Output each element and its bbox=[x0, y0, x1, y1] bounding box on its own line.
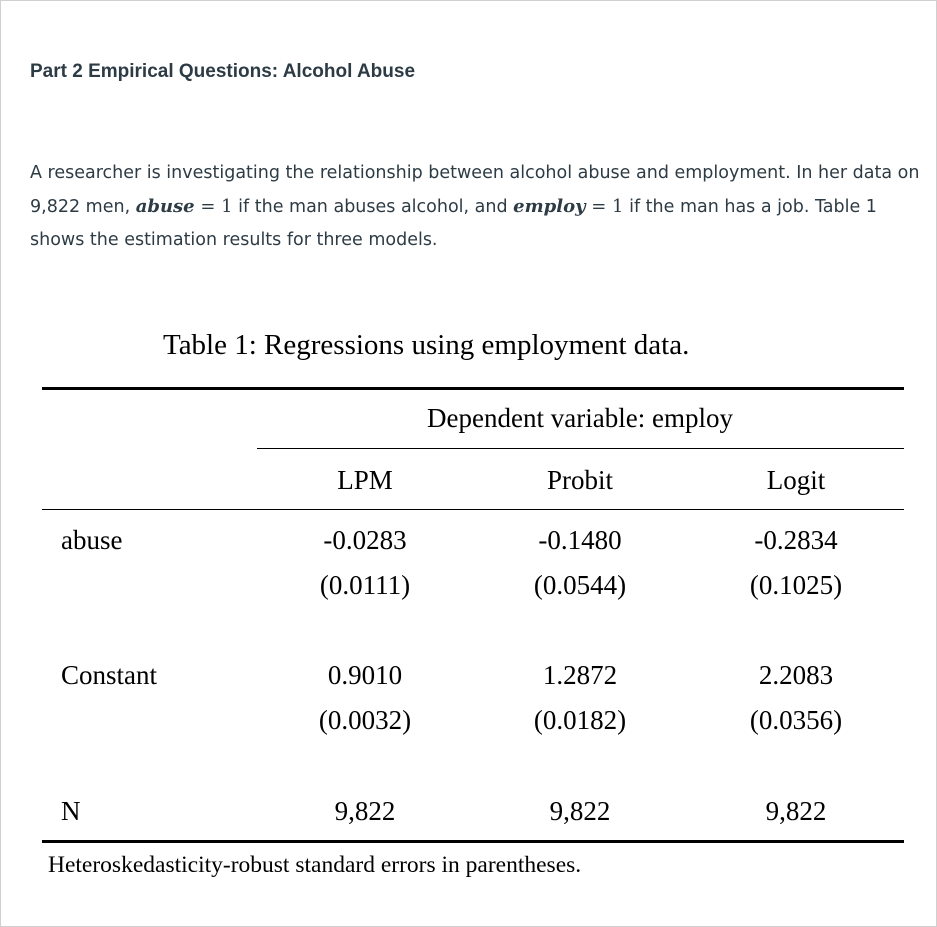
table-caption: Table 1: Regressions using employment da… bbox=[163, 329, 690, 361]
row-label-abuse: abuse bbox=[61, 525, 123, 555]
column-header-lpm: LPM bbox=[337, 465, 393, 495]
row-label-n: N bbox=[61, 796, 81, 826]
column-header-probit: Probit bbox=[546, 465, 614, 495]
n-lpm: 9,822 bbox=[334, 796, 396, 826]
abuse-coef-lpm: -0.0283 bbox=[323, 525, 407, 555]
abuse-coef-probit: -0.1480 bbox=[538, 525, 622, 555]
table-footnote: Heteroskedasticity-robust standard error… bbox=[48, 852, 582, 878]
n-probit: 9,822 bbox=[549, 796, 611, 826]
constant-se-lpm: (0.0032) bbox=[318, 705, 412, 735]
column-header-logit: Logit bbox=[766, 465, 826, 495]
row-label-constant: Constant bbox=[61, 660, 158, 690]
intro-paragraph: A researcher is investigating the relati… bbox=[30, 157, 920, 257]
dependent-variable-label: Dependent variable: employ bbox=[427, 403, 733, 433]
section-heading: Part 2 Empirical Questions: Alcohol Abus… bbox=[30, 61, 416, 82]
abuse-coef-logit: -0.2834 bbox=[754, 525, 838, 555]
table-top-rule bbox=[42, 387, 904, 390]
header-bottom-rule bbox=[42, 509, 904, 511]
math-equals-2: = 1 bbox=[585, 196, 624, 217]
constant-se-probit: (0.0182) bbox=[533, 705, 627, 735]
abuse-se-logit: (0.1025) bbox=[749, 570, 843, 600]
paragraph-text-2: if the man abuses alcohol, and bbox=[232, 197, 514, 217]
constant-se-logit: (0.0356) bbox=[749, 705, 843, 735]
table-bottom-rule bbox=[42, 840, 904, 843]
n-logit: 9,822 bbox=[765, 796, 827, 826]
abuse-se-probit: (0.0544) bbox=[533, 570, 627, 600]
constant-coef-probit: 1.2872 bbox=[542, 660, 618, 690]
paragraph-text-3: if the man has a job. Table 1 shows the … bbox=[30, 197, 877, 250]
constant-coef-lpm: 0.9010 bbox=[327, 660, 403, 690]
constant-coef-logit: 2.2083 bbox=[758, 660, 834, 690]
math-var-abuse: abuse bbox=[135, 196, 195, 217]
math-equals-1: = 1 bbox=[194, 196, 233, 217]
paragraph-text-1: A researcher is investigating the relati… bbox=[30, 163, 920, 217]
abuse-se-lpm: (0.0111) bbox=[319, 570, 411, 600]
math-var-employ: employ bbox=[513, 196, 586, 217]
dependent-variable-rule bbox=[257, 448, 904, 450]
